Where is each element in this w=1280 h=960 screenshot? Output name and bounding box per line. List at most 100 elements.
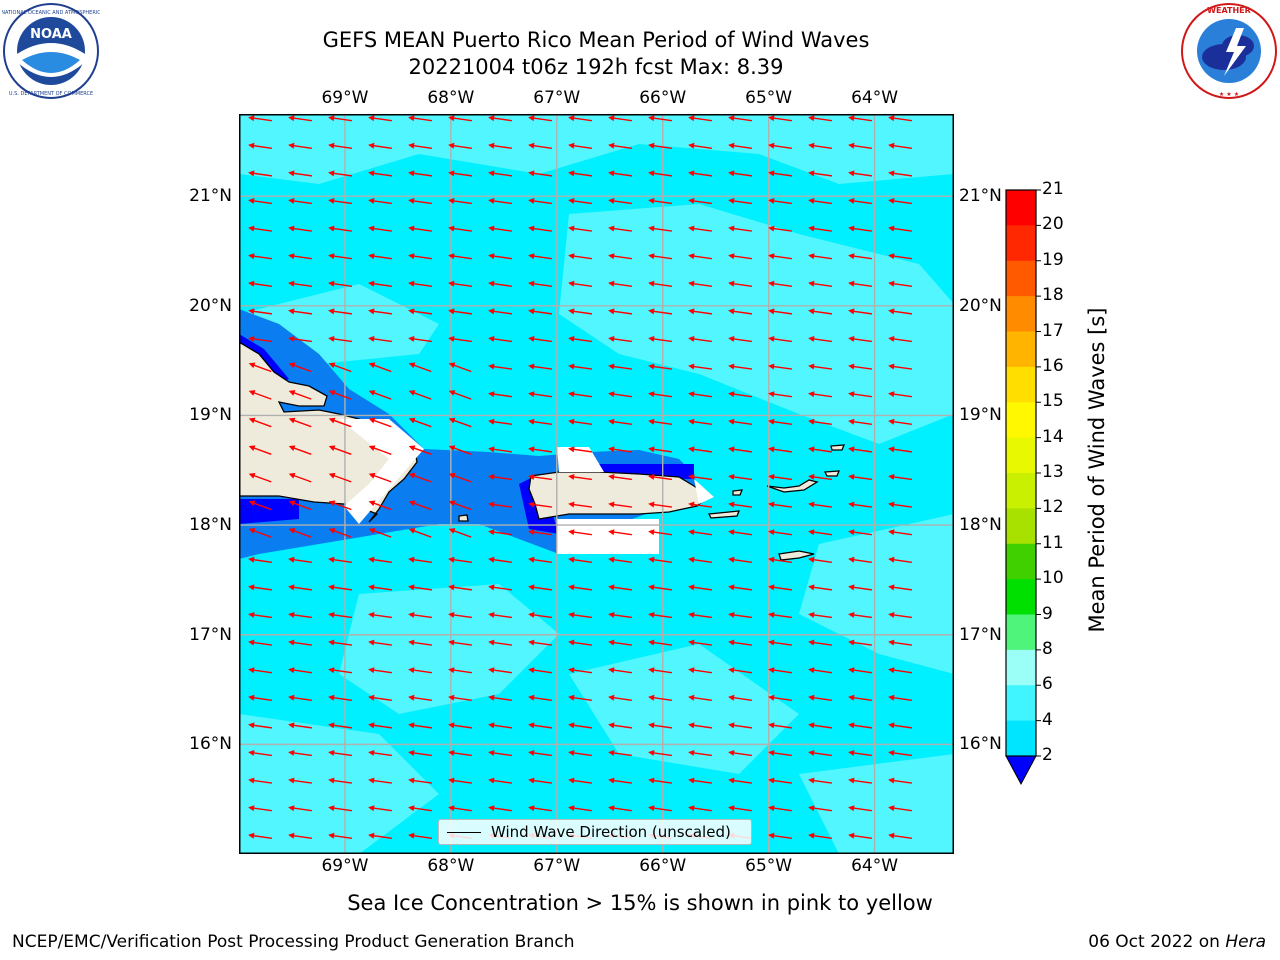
wind-wave-arrow [688, 722, 712, 729]
wind-wave-arrow [448, 584, 472, 591]
wind-wave-arrow [888, 501, 912, 508]
period-6-8-patches [239, 114, 954, 854]
colorbar-tick-label: 2 [1042, 745, 1053, 765]
wind-wave-arrow [648, 501, 672, 508]
wind-wave-arrow [568, 418, 592, 425]
wind-wave-arrow [568, 225, 592, 232]
wind-wave-arrow [368, 832, 392, 839]
wind-wave-arrow [528, 694, 552, 701]
wind-wave-arrow [288, 445, 312, 455]
wind-wave-arrow [648, 694, 672, 701]
wind-wave-arrow [728, 473, 752, 481]
wind-wave-arrow [808, 418, 832, 425]
wind-wave-arrow [888, 584, 912, 591]
wind-wave-arrow [528, 584, 552, 591]
wind-wave-arrow [288, 362, 312, 373]
wind-wave-arrow [648, 667, 672, 674]
wind-wave-arrow [728, 115, 752, 122]
wind-wave-arrow [648, 170, 672, 177]
left-latitude-label: 18°N [189, 515, 232, 536]
wind-wave-arrow [808, 280, 832, 287]
culebra [732, 489, 744, 496]
wind-wave-arrow [888, 418, 912, 425]
wind-wave-arrow [888, 280, 912, 287]
wind-wave-arrow [288, 197, 312, 205]
wind-wave-arrow [488, 197, 512, 205]
bottom-longitude-label: 68°W [427, 856, 475, 876]
wind-wave-arrow [768, 722, 792, 729]
wind-wave-arrow [848, 446, 872, 453]
undefined-areas [339, 419, 714, 554]
wind-wave-arrow [648, 197, 672, 205]
legend-line-icon [447, 832, 481, 833]
wind-wave-arrow [768, 777, 792, 784]
wind-wave-arrow [848, 335, 872, 343]
wind-wave-arrow [648, 335, 672, 343]
wind-wave-arrow [368, 225, 392, 232]
wind-wave-arrow [288, 500, 312, 511]
wind-wave-arrow [448, 777, 472, 784]
wind-wave-arrow [848, 667, 872, 674]
wind-wave-arrow [328, 362, 352, 373]
wind-wave-arrow [648, 363, 672, 370]
wind-wave-arrow [848, 142, 872, 149]
wind-wave-arrow [288, 584, 312, 591]
wind-wave-arrow [528, 253, 552, 260]
wind-wave-arrow [688, 418, 712, 425]
wind-wave-arrow [888, 639, 912, 646]
colorbar-band [1006, 543, 1036, 580]
wind-wave-arrow [568, 722, 592, 729]
wind-wave-arrow [448, 115, 472, 122]
wind-wave-arrow [768, 611, 792, 619]
wind-wave-arrow [568, 446, 592, 453]
wind-wave-arrow [368, 805, 392, 812]
wind-wave-arrow [448, 556, 472, 563]
wind-wave-arrow [488, 529, 512, 536]
wind-wave-arrow [328, 115, 352, 122]
wind-wave-arrow [408, 722, 432, 729]
anegada [830, 444, 845, 451]
wind-wave-arrow [408, 225, 432, 232]
colorbar-extend-triangle [1005, 755, 1037, 786]
wind-wave-arrow [408, 362, 432, 373]
nws-logo-icon: WEATHER ★ ★ ★ [1180, 2, 1278, 100]
colorbar-band [1006, 331, 1036, 368]
wind-wave-arrow [608, 418, 632, 425]
wind-wave-arrow [328, 445, 352, 455]
bottom-longitude-label: 64°W [851, 856, 899, 876]
wind-wave-arrow [728, 446, 752, 453]
wind-wave-arrow [608, 363, 632, 370]
colorbar-tick-label: 19 [1042, 249, 1064, 270]
wind-wave-arrow [328, 390, 352, 400]
bottom-longitude-label: 65°W [745, 856, 793, 876]
wind-wave-arrow [248, 225, 272, 232]
wind-wave-arrow [288, 667, 312, 674]
wind-wave-arrow [768, 335, 792, 343]
wind-wave-arrow [808, 142, 832, 149]
colorbar-band [1006, 579, 1036, 615]
wind-wave-arrow [248, 280, 272, 287]
wind-wave-arrow [888, 225, 912, 232]
wind-wave-arrow [408, 639, 432, 646]
wind-wave-arrow [728, 225, 752, 232]
colorbar-tick-label: 8 [1042, 638, 1053, 659]
wind-wave-arrow [888, 529, 912, 536]
wind-wave-arrow [368, 611, 392, 619]
wind-wave-direction-arrows [248, 115, 912, 839]
wind-wave-arrow [288, 170, 312, 177]
wind-wave-arrow [728, 667, 752, 674]
wind-wave-arrow [528, 639, 552, 646]
left-latitude-label: 17°N [189, 624, 232, 645]
wind-wave-arrow [728, 391, 752, 398]
wind-wave-arrow [488, 446, 512, 453]
wind-wave-arrow [488, 308, 512, 315]
wind-wave-arrow [808, 639, 832, 646]
wind-wave-arrow [728, 777, 752, 784]
wind-wave-arrow [608, 446, 632, 453]
wind-wave-arrow [368, 694, 392, 701]
wind-wave-arrow [728, 363, 752, 370]
wind-wave-arrow [528, 280, 552, 287]
wind-wave-arrow [608, 335, 632, 343]
wind-wave-arrow [528, 777, 552, 784]
wind-wave-arrow [848, 805, 872, 812]
